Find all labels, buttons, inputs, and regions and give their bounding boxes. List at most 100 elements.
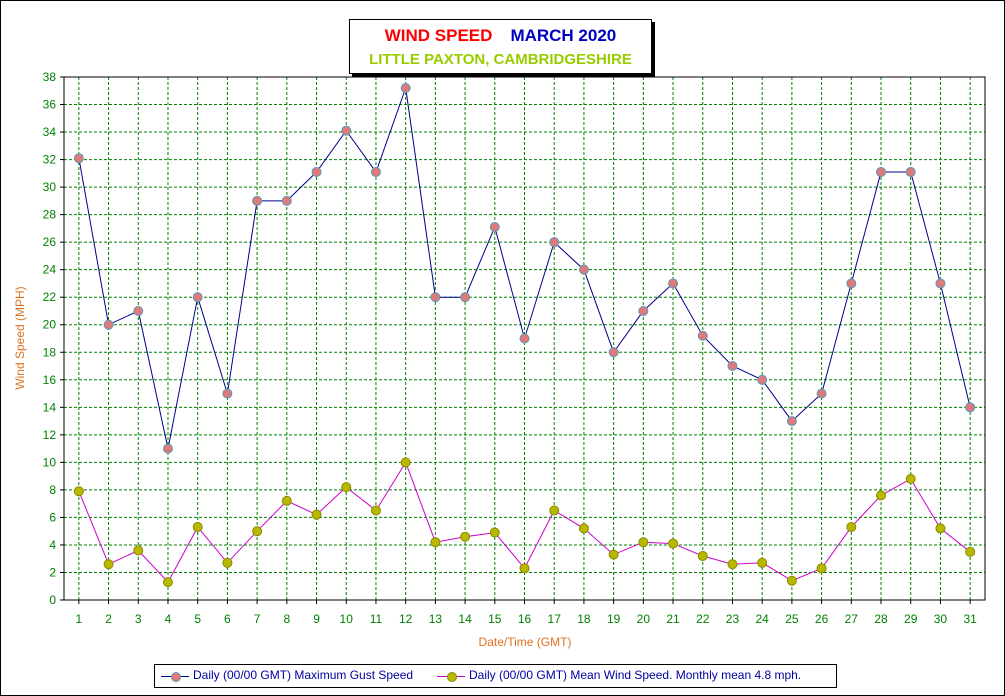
legend-swatch-gust: [161, 670, 189, 682]
data-point-mean: [281, 495, 292, 506]
chart-title-line: WIND SPEED MARCH 2020: [350, 26, 651, 46]
x-tick-label: 29: [904, 612, 918, 626]
data-point-mean: [519, 563, 530, 574]
x-tick-label: 27: [845, 612, 859, 626]
y-tick-label: 28: [43, 208, 57, 222]
x-tick-label: 26: [815, 612, 829, 626]
data-point-mean: [846, 522, 857, 533]
data-point-gust: [608, 347, 619, 358]
data-point-mean: [965, 546, 976, 557]
chart-title-date: MARCH 2020: [510, 26, 617, 45]
y-tick-label: 8: [49, 483, 56, 497]
x-tick-label: 1: [76, 612, 83, 626]
x-tick-label: 21: [666, 612, 680, 626]
legend-item-mean: Daily (00/00 GMT) Mean Wind Speed. Month…: [437, 668, 801, 682]
x-tick-label: 12: [399, 612, 413, 626]
data-point-mean: [162, 577, 173, 588]
y-tick-label: 32: [43, 153, 57, 167]
data-point-gust: [103, 319, 114, 330]
data-point-mean: [757, 557, 768, 568]
data-point-mean: [222, 557, 233, 568]
data-point-mean: [905, 473, 916, 484]
x-axis-label: Date/Time (GMT): [479, 635, 572, 649]
y-tick-label: 6: [49, 510, 56, 524]
data-point-gust: [816, 388, 827, 399]
legend-label-gust: Daily (00/00 GMT) Maximum Gust Speed: [193, 668, 414, 682]
data-point-gust: [668, 278, 679, 289]
x-tick-label: 23: [726, 612, 740, 626]
y-tick-label: 22: [43, 290, 57, 304]
data-point-mean: [727, 559, 738, 570]
legend-swatch-mean: [437, 670, 465, 682]
data-point-mean: [489, 527, 500, 538]
x-tick-label: 16: [518, 612, 532, 626]
data-point-gust: [311, 166, 322, 177]
x-tick-label: 30: [934, 612, 948, 626]
data-point-mean: [816, 563, 827, 574]
y-tick-label: 18: [43, 345, 57, 359]
x-tick-label: 18: [577, 612, 591, 626]
x-tick-label: 11: [370, 612, 383, 626]
x-tick-label: 22: [696, 612, 710, 626]
data-point-gust: [430, 292, 441, 303]
data-point-gust: [489, 222, 500, 233]
x-tick-label: 31: [963, 612, 977, 626]
data-point-mean: [400, 457, 411, 468]
x-tick-label: 14: [458, 612, 472, 626]
data-point-mean: [252, 526, 263, 537]
series-layer: [73, 83, 976, 588]
y-tick-label: 4: [49, 538, 56, 552]
x-tick-label: 9: [313, 612, 320, 626]
data-point-gust: [460, 292, 471, 303]
data-point-gust: [757, 374, 768, 385]
data-point-gust: [965, 402, 976, 413]
y-tick-label: 16: [43, 373, 57, 387]
y-tick-label: 14: [43, 400, 57, 414]
data-point-gust: [400, 83, 411, 94]
data-point-gust: [252, 195, 263, 206]
y-axis-label: Wind Speed (MPH): [13, 286, 27, 389]
y-tick-label: 0: [49, 593, 56, 607]
x-tick-label: 4: [165, 612, 172, 626]
data-point-mean: [935, 523, 946, 534]
x-tick-label: 15: [488, 612, 502, 626]
x-tick-label: 8: [283, 612, 290, 626]
data-point-gust: [876, 166, 887, 177]
y-tick-label: 26: [43, 235, 57, 249]
data-point-gust: [935, 278, 946, 289]
chart-title: WIND SPEED: [384, 26, 493, 45]
data-point-mean: [103, 559, 114, 570]
data-point-gust: [846, 278, 857, 289]
data-point-gust: [341, 125, 352, 136]
title-box: WIND SPEED MARCH 2020 LITTLE PAXTON, CAMB…: [349, 19, 652, 74]
x-tick-label: 10: [340, 612, 354, 626]
x-tick-label: 25: [785, 612, 799, 626]
data-point-gust: [133, 305, 144, 316]
chart-subtitle: LITTLE PAXTON, CAMBRIDGESHIRE: [369, 51, 632, 68]
y-tick-label: 36: [43, 98, 57, 112]
data-point-mean: [73, 486, 84, 497]
y-tick-label: 24: [43, 263, 57, 277]
data-point-mean: [341, 482, 352, 493]
data-point-gust: [727, 361, 738, 372]
data-point-gust: [905, 166, 916, 177]
legend: Daily (00/00 GMT) Maximum Gust Speed Dai…: [154, 664, 837, 688]
data-point-gust: [73, 153, 84, 164]
legend-label-mean: Daily (00/00 GMT) Mean Wind Speed. Month…: [469, 668, 802, 682]
x-tick-label: 17: [548, 612, 562, 626]
data-point-mean: [430, 537, 441, 548]
x-tick-label: 2: [105, 612, 112, 626]
x-tick-label: 13: [429, 612, 443, 626]
y-tick-label: 38: [43, 70, 57, 84]
y-tick-label: 12: [43, 428, 57, 442]
data-point-gust: [162, 443, 173, 454]
y-tick-label: 34: [43, 125, 57, 139]
x-tick-label: 24: [755, 612, 769, 626]
data-point-gust: [222, 388, 233, 399]
x-tick-label: 28: [874, 612, 888, 626]
data-point-gust: [281, 195, 292, 206]
y-tick-label: 2: [49, 565, 56, 579]
data-point-mean: [133, 545, 144, 556]
